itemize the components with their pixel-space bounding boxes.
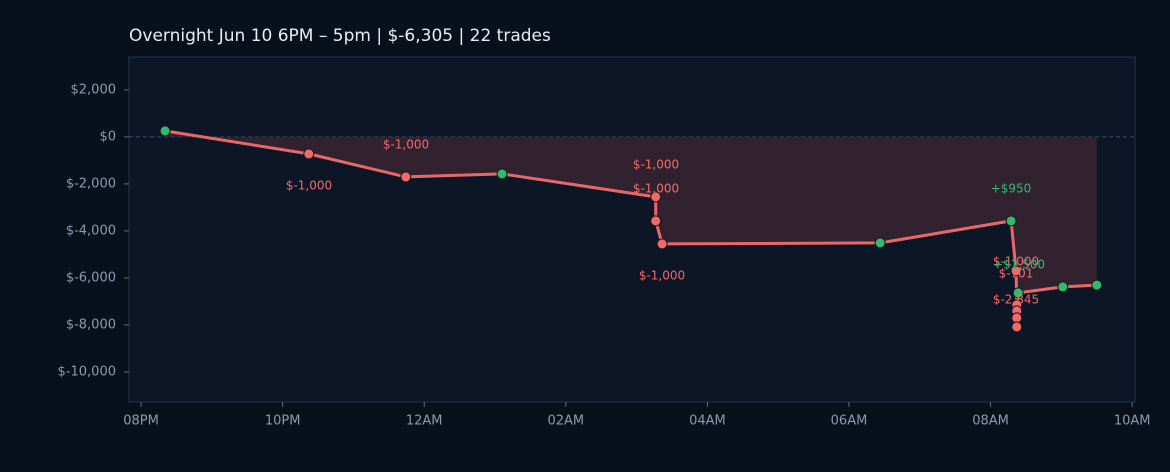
annotation: $-2,845	[993, 293, 1039, 307]
y-tick-label: $2,000	[71, 82, 117, 97]
point	[650, 215, 662, 227]
x-tick-label: 06AM	[831, 414, 868, 429]
y-tick-label: $-10,000	[58, 364, 116, 379]
y-tick-label: $-2,000	[66, 176, 116, 191]
point	[650, 191, 662, 203]
x-tick-label: 08PM	[123, 414, 159, 429]
point	[874, 237, 886, 249]
point	[1011, 321, 1023, 333]
point	[159, 125, 171, 137]
y-tick-label: $-4,000	[66, 223, 116, 238]
x-tick-label: 02AM	[547, 414, 584, 429]
x-tick-label: 10PM	[265, 414, 301, 429]
point	[303, 148, 315, 160]
y-tick-label: $0	[99, 129, 116, 144]
point	[1010, 265, 1022, 277]
annotation: $-1,000	[633, 158, 679, 172]
x-tick-label: 12AM	[406, 414, 443, 429]
annotation: $-1,000	[286, 179, 332, 193]
y-tick-label: $-6,000	[66, 270, 116, 285]
annotation: $-1,000	[383, 138, 429, 152]
point	[656, 238, 668, 250]
point	[1005, 215, 1017, 227]
x-tick-label: 08AM	[972, 414, 1009, 429]
annotation: $-1,000	[993, 255, 1039, 269]
point	[1012, 287, 1024, 299]
x-tick-label: 10AM	[1114, 414, 1151, 429]
y-tick-label: $-8,000	[66, 317, 116, 332]
annotation: $-701	[999, 267, 1034, 281]
chart-title: Overnight Jun 10 6PM – 5pm | $-6,305 | 2…	[129, 26, 551, 46]
point	[1057, 281, 1069, 293]
plot-area	[128, 56, 1136, 403]
annotation: $-1,000	[633, 182, 679, 196]
x-tick-label: 04AM	[689, 414, 726, 429]
point	[400, 171, 412, 183]
annotation: $-1,000	[639, 269, 685, 283]
point	[496, 168, 508, 180]
point	[1091, 279, 1103, 291]
area	[165, 130, 1097, 327]
annotation: +$1,500	[993, 258, 1045, 272]
annotation: +$950	[991, 182, 1032, 196]
point	[1011, 312, 1023, 324]
